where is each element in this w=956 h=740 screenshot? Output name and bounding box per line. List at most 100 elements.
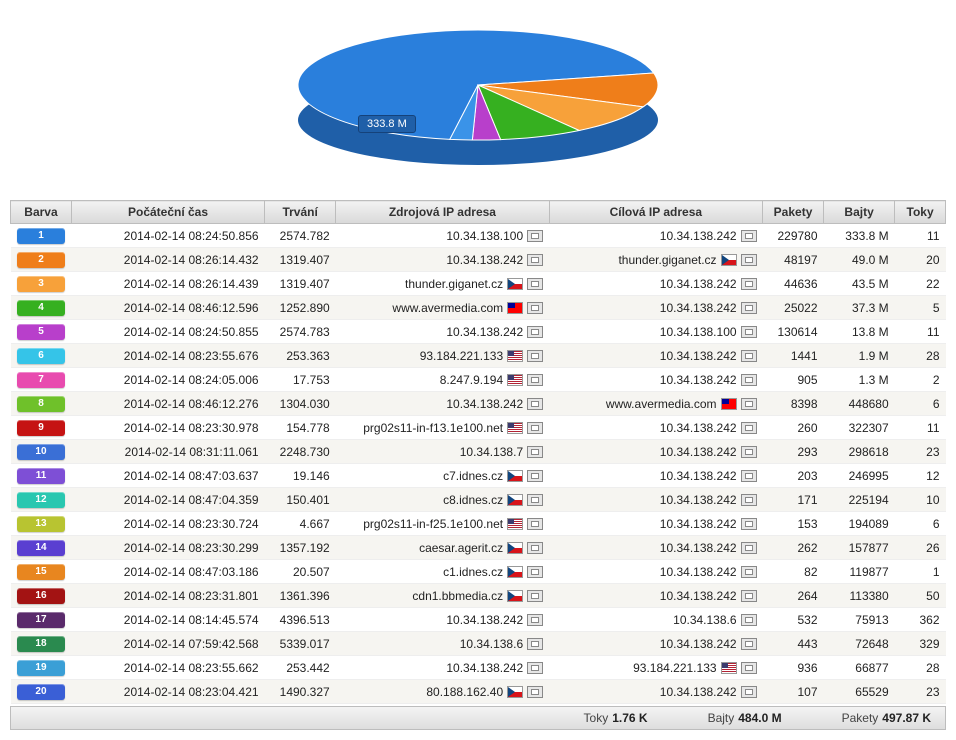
host-icon bbox=[741, 422, 757, 434]
flag-cz-icon bbox=[507, 278, 523, 290]
col-color[interactable]: Barva bbox=[11, 201, 72, 224]
cell-pkts: 203 bbox=[763, 464, 824, 488]
totals-flows-value: 1.76 K bbox=[612, 711, 647, 725]
col-flows[interactable]: Toky bbox=[895, 201, 946, 224]
cell-bytes: 66877 bbox=[824, 656, 895, 680]
cell-bytes: 13.8 M bbox=[824, 320, 895, 344]
cell-time: 2014-02-14 08:23:30.299 bbox=[71, 536, 264, 560]
cell-dur: 5339.017 bbox=[265, 632, 336, 656]
cell-dst: 10.34.138.242 bbox=[549, 368, 762, 392]
col-dur[interactable]: Trvání bbox=[265, 201, 336, 224]
table-row[interactable]: 92014-02-14 08:23:30.978154.778prg02s11-… bbox=[11, 416, 946, 440]
cell-time: 2014-02-14 08:31:11.061 bbox=[71, 440, 264, 464]
host-icon bbox=[741, 350, 757, 362]
cell-src: 10.34.138.7 bbox=[336, 440, 549, 464]
table-row[interactable]: 132014-02-14 08:23:30.7244.667prg02s11-i… bbox=[11, 512, 946, 536]
cell-dst: 10.34.138.6 bbox=[549, 608, 762, 632]
cell-bytes: 322307 bbox=[824, 416, 895, 440]
host-icon bbox=[741, 686, 757, 698]
cell-bytes: 225194 bbox=[824, 488, 895, 512]
table-row[interactable]: 172014-02-14 08:14:45.5744396.51310.34.1… bbox=[11, 608, 946, 632]
cell-bytes: 298618 bbox=[824, 440, 895, 464]
table-row[interactable]: 62014-02-14 08:23:55.676253.36393.184.22… bbox=[11, 344, 946, 368]
host-icon bbox=[741, 518, 757, 530]
table-row[interactable]: 12014-02-14 08:24:50.8562574.78210.34.13… bbox=[11, 224, 946, 248]
table-row[interactable]: 112014-02-14 08:47:03.63719.146c7.idnes.… bbox=[11, 464, 946, 488]
pie-top bbox=[248, 10, 708, 180]
cell-src: thunder.giganet.cz bbox=[336, 272, 549, 296]
col-src[interactable]: Zdrojová IP adresa bbox=[336, 201, 549, 224]
cell-time: 2014-02-14 08:46:12.276 bbox=[71, 392, 264, 416]
table-row[interactable]: 72014-02-14 08:24:05.00617.7538.247.9.19… bbox=[11, 368, 946, 392]
cell-src: 10.34.138.242 bbox=[336, 656, 549, 680]
cell-pkts: 229780 bbox=[763, 224, 824, 248]
table-row[interactable]: 182014-02-14 07:59:42.5685339.01710.34.1… bbox=[11, 632, 946, 656]
cell-dur: 2248.730 bbox=[265, 440, 336, 464]
col-time[interactable]: Počáteční čas bbox=[71, 201, 264, 224]
cell-dst: 10.34.138.242 bbox=[549, 344, 762, 368]
host-icon bbox=[527, 422, 543, 434]
cell-src: prg02s11-in-f25.1e100.net bbox=[336, 512, 549, 536]
cell-time: 2014-02-14 08:23:31.801 bbox=[71, 584, 264, 608]
color-chip: 6 bbox=[17, 348, 65, 364]
table-row[interactable]: 192014-02-14 08:23:55.662253.44210.34.13… bbox=[11, 656, 946, 680]
totals-packets-value: 497.87 K bbox=[882, 711, 931, 725]
cell-pkts: 44636 bbox=[763, 272, 824, 296]
cell-time: 2014-02-14 08:24:50.856 bbox=[71, 224, 264, 248]
cell-pkts: 936 bbox=[763, 656, 824, 680]
cell-flows: 5 bbox=[895, 296, 946, 320]
cell-src: 93.184.221.133 bbox=[336, 344, 549, 368]
cell-dur: 253.442 bbox=[265, 656, 336, 680]
cell-pkts: 443 bbox=[763, 632, 824, 656]
col-bytes[interactable]: Bajty bbox=[824, 201, 895, 224]
table-row[interactable]: 42014-02-14 08:46:12.5961252.890www.aver… bbox=[11, 296, 946, 320]
host-icon bbox=[741, 254, 757, 266]
table-row[interactable]: 142014-02-14 08:23:30.2991357.192caesar.… bbox=[11, 536, 946, 560]
cell-dst: www.avermedia.com bbox=[549, 392, 762, 416]
totals-bytes-label: Bajty bbox=[708, 711, 735, 725]
table-body: 12014-02-14 08:24:50.8562574.78210.34.13… bbox=[11, 224, 946, 704]
color-chip: 12 bbox=[17, 492, 65, 508]
totals-flows-label: Toky bbox=[584, 711, 609, 725]
table-row[interactable]: 122014-02-14 08:47:04.359150.401c8.idnes… bbox=[11, 488, 946, 512]
host-icon bbox=[741, 470, 757, 482]
flag-us-icon bbox=[507, 350, 523, 362]
cell-dur: 150.401 bbox=[265, 488, 336, 512]
col-dst[interactable]: Cílová IP adresa bbox=[549, 201, 762, 224]
cell-dst: 10.34.138.242 bbox=[549, 584, 762, 608]
cell-dst: 10.34.138.242 bbox=[549, 512, 762, 536]
table-row[interactable]: 152014-02-14 08:47:03.18620.507c1.idnes.… bbox=[11, 560, 946, 584]
host-icon bbox=[741, 374, 757, 386]
cell-time: 2014-02-14 08:23:30.724 bbox=[71, 512, 264, 536]
cell-src: 10.34.138.6 bbox=[336, 632, 549, 656]
host-icon bbox=[741, 278, 757, 290]
cell-flows: 362 bbox=[895, 608, 946, 632]
col-pkts[interactable]: Pakety bbox=[763, 201, 824, 224]
table-row[interactable]: 52014-02-14 08:24:50.8552574.78310.34.13… bbox=[11, 320, 946, 344]
table-row[interactable]: 202014-02-14 08:23:04.4211490.32780.188.… bbox=[11, 680, 946, 704]
cell-dur: 2574.782 bbox=[265, 224, 336, 248]
pie-chart: 333.8 M bbox=[10, 10, 946, 180]
cell-flows: 2 bbox=[895, 368, 946, 392]
host-icon bbox=[741, 302, 757, 314]
table-row[interactable]: 162014-02-14 08:23:31.8011361.396cdn1.bb… bbox=[11, 584, 946, 608]
pie-slice-label: 333.8 M bbox=[358, 115, 416, 133]
cell-time: 2014-02-14 07:59:42.568 bbox=[71, 632, 264, 656]
cell-src: c1.idnes.cz bbox=[336, 560, 549, 584]
table-row[interactable]: 22014-02-14 08:26:14.4321319.40710.34.13… bbox=[11, 248, 946, 272]
cell-src: prg02s11-in-f13.1e100.net bbox=[336, 416, 549, 440]
host-icon bbox=[527, 350, 543, 362]
table-row[interactable]: 82014-02-14 08:46:12.2761304.03010.34.13… bbox=[11, 392, 946, 416]
cell-flows: 50 bbox=[895, 584, 946, 608]
table-row[interactable]: 102014-02-14 08:31:11.0612248.73010.34.1… bbox=[11, 440, 946, 464]
flag-tw-icon bbox=[721, 398, 737, 410]
cell-bytes: 1.3 M bbox=[824, 368, 895, 392]
color-chip: 13 bbox=[17, 516, 65, 532]
cell-src: c8.idnes.cz bbox=[336, 488, 549, 512]
table-row[interactable]: 32014-02-14 08:26:14.4391319.407thunder.… bbox=[11, 272, 946, 296]
cell-dst: 10.34.138.242 bbox=[549, 224, 762, 248]
host-icon bbox=[741, 638, 757, 650]
color-chip: 4 bbox=[17, 300, 65, 316]
flag-cz-icon bbox=[507, 470, 523, 482]
flag-us-icon bbox=[721, 662, 737, 674]
